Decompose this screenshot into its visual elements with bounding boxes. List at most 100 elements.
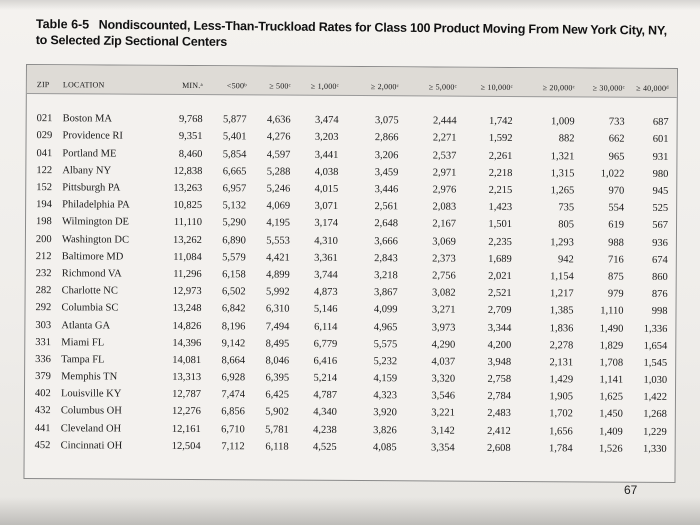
- rate-cell: 687: [652, 117, 669, 129]
- rates-table: Zip Location Min.ᵃ <500ᵇ ≥ 500ᶜ ≥ 1,000ᶜ…: [33, 75, 671, 458]
- rate-cell: 1,422: [643, 392, 668, 404]
- zip-cell: 198: [36, 216, 52, 228]
- rate-cell: 14,826: [172, 320, 202, 332]
- rate-cell: 1,336: [643, 323, 668, 335]
- rate-cell: 980: [652, 168, 669, 180]
- rate-cell: 3,174: [314, 218, 339, 230]
- rate-cell: 525: [652, 203, 669, 215]
- rate-cell: 1,905: [549, 391, 574, 403]
- rate-cell: 3,221: [431, 407, 455, 420]
- location-cell: Louisville KY: [60, 388, 122, 400]
- rate-cell: 4,873: [313, 286, 338, 299]
- rate-cell: 1,141: [599, 374, 624, 386]
- rate-cell: 4,323: [373, 390, 398, 402]
- rate-cell: 3,203: [314, 132, 339, 144]
- rate-cell: 875: [607, 271, 624, 283]
- rate-cell: 3,744: [314, 269, 338, 281]
- table-body: 021 Boston MA 9,768 5,877 4,636 3,474 3,075 2,4…: [33, 110, 671, 458]
- zip-cell: 041: [36, 147, 53, 159]
- rate-cell: 2,131: [549, 357, 574, 369]
- rate-cell: 2,756: [432, 270, 456, 282]
- rate-cell: 3,320: [431, 373, 456, 385]
- column-header: Location: [62, 79, 105, 89]
- rate-cell: 1,423: [488, 202, 513, 214]
- rate-cell: 6,395: [265, 372, 290, 384]
- rate-cell: 1,385: [549, 305, 574, 317]
- rate-cell: 5,290: [222, 217, 247, 229]
- rate-cell: 3,459: [374, 166, 399, 179]
- column-header: ≥ 30,000ᶜ: [592, 82, 625, 93]
- rate-cell: 3,271: [431, 304, 456, 316]
- rate-cell: 11,296: [173, 268, 202, 281]
- rate-cell: 3,069: [432, 236, 456, 248]
- rate-cell: 2,235: [488, 236, 512, 248]
- rate-cell: 1,526: [599, 443, 623, 455]
- column-header: ≥ 40,000ᵈ: [636, 83, 669, 93]
- rate-cell: 1,689: [488, 253, 512, 265]
- rate-cell: 9,768: [179, 114, 203, 126]
- rate-cell: 4,290: [431, 339, 456, 351]
- rate-cell: 4,195: [266, 217, 291, 230]
- rate-cell: 3,666: [374, 235, 398, 247]
- rate-cell: 4,159: [373, 373, 398, 385]
- rate-cell: 3,546: [431, 390, 456, 402]
- rate-cell: 1,229: [643, 426, 667, 438]
- rate-cell: 7,474: [221, 389, 246, 401]
- location-cell: Columbus OH: [60, 405, 122, 418]
- rate-cell: 3,206: [374, 149, 399, 161]
- rate-cell: 4,787: [313, 390, 338, 402]
- rate-cell: 14,396: [172, 337, 202, 349]
- zip-cell: 122: [36, 164, 53, 177]
- rate-cell: 1,330: [643, 443, 667, 455]
- rate-cell: 14,081: [172, 354, 202, 366]
- rate-cell: 4,200: [487, 339, 512, 351]
- rate-cell: 4,310: [314, 235, 338, 247]
- rate-cell: 8,196: [221, 320, 246, 332]
- rate-cell: 2,278: [549, 339, 574, 352]
- column-header: ≥ 500ᶜ: [269, 80, 291, 91]
- rate-cell: 4,069: [266, 200, 291, 212]
- rate-cell: 735: [558, 202, 575, 214]
- zip-cell: 303: [35, 319, 52, 331]
- bottom-shadow: [0, 497, 700, 525]
- rate-cell: 4,276: [266, 131, 291, 144]
- rate-cell: 12,504: [171, 440, 201, 452]
- rate-cell: 1,625: [599, 391, 624, 403]
- zip-cell: 021: [36, 113, 53, 125]
- table-title: Nondiscounted, Less-Than-Truckload Rates…: [35, 17, 668, 50]
- rate-cell: 5,214: [313, 372, 338, 384]
- rate-cell: 5,401: [222, 131, 247, 143]
- rate-cell: 2,483: [487, 408, 511, 420]
- rate-cell: 716: [608, 254, 624, 266]
- rate-cell: 998: [651, 306, 668, 318]
- rate-cell: 3,441: [314, 149, 339, 161]
- column-header: Min.ᵃ: [182, 80, 203, 90]
- rate-cell: 733: [608, 116, 625, 128]
- location-cell: Boston MA: [62, 113, 113, 125]
- rate-cell: 1,784: [549, 443, 573, 455]
- rate-cell: 1,545: [643, 357, 668, 369]
- rate-cell: 1,315: [550, 168, 575, 180]
- table-caption: Table 6-5 Nondiscounted, Less-Than-Truck…: [36, 16, 676, 55]
- rate-cell: 1,429: [549, 374, 574, 386]
- location-cell: Miami FL: [61, 336, 105, 349]
- rate-cell: 2,758: [487, 373, 512, 386]
- rate-cell: 2,083: [432, 201, 457, 213]
- rate-cell: 3,474: [315, 115, 339, 127]
- location-cell: Cincinnati OH: [60, 440, 123, 452]
- zip-cell: 212: [35, 250, 52, 262]
- table-row: 452 Cincinnati OH 12,504 7,112 6,118 4,525 4,0…: [33, 437, 669, 458]
- column-header: Zip: [36, 79, 50, 89]
- rate-cell: 7,494: [265, 321, 290, 333]
- rate-cell: 8,495: [265, 338, 290, 350]
- location-cell: Columbia SC: [61, 302, 119, 314]
- rate-cell: 2,167: [432, 218, 457, 231]
- rates-table-container: Zip Location Min.ᵃ <500ᵇ ≥ 500ᶜ ≥ 1,000ᶜ…: [23, 64, 678, 483]
- rate-cell: 5,854: [222, 148, 247, 161]
- rate-cell: 1,268: [643, 409, 667, 421]
- location-cell: Richmond VA: [61, 268, 122, 280]
- column-header: ≥ 10,000ᶜ: [480, 82, 513, 92]
- rate-cell: 13,262: [173, 234, 202, 246]
- rate-cell: 1,265: [550, 185, 575, 197]
- rate-cell: 3,354: [431, 442, 455, 454]
